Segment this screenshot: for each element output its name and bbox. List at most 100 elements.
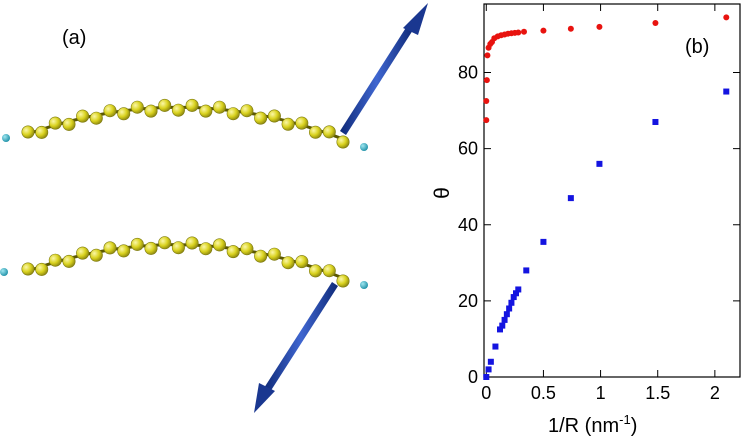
bead bbox=[199, 104, 213, 118]
data-point-circle bbox=[567, 25, 574, 32]
bead bbox=[322, 264, 336, 278]
data-point-square bbox=[523, 267, 530, 274]
bead bbox=[295, 255, 309, 269]
x-tick-label: 1 bbox=[596, 383, 606, 403]
panel-b: (b) 0 0.5 1 1.5 2 0 20 40 60 80 θ 1/R (nm-1) bbox=[431, 3, 741, 437]
bead bbox=[144, 241, 158, 255]
bead bbox=[21, 125, 35, 139]
bead bbox=[158, 236, 172, 250]
lower-arrow-head bbox=[254, 383, 275, 413]
y-axis-label: θ bbox=[431, 187, 454, 199]
data-point-square bbox=[508, 299, 515, 306]
bead bbox=[281, 256, 295, 270]
series-2 bbox=[483, 88, 730, 380]
bead bbox=[117, 107, 131, 121]
data-point-square bbox=[596, 160, 603, 167]
y-tick-label: 20 bbox=[458, 291, 478, 311]
x-tick-label: 1.5 bbox=[645, 383, 670, 403]
lower-left-end-atom bbox=[0, 268, 8, 276]
bead bbox=[185, 236, 199, 250]
x-axis-label-tail: ) bbox=[631, 415, 638, 437]
bead bbox=[281, 117, 295, 131]
bead bbox=[226, 245, 240, 259]
bead bbox=[185, 98, 199, 112]
lower-chain bbox=[0, 236, 368, 413]
bead bbox=[62, 254, 76, 268]
bead bbox=[158, 98, 172, 112]
data-point-square bbox=[503, 311, 510, 318]
data-point-square bbox=[540, 238, 547, 245]
bead bbox=[213, 100, 227, 114]
data-point-circle bbox=[652, 20, 659, 27]
upper-chain bbox=[2, 3, 428, 151]
bead bbox=[117, 244, 131, 258]
bead bbox=[48, 253, 62, 267]
data-point-circle bbox=[540, 27, 547, 34]
bead bbox=[295, 116, 309, 130]
data-point-square bbox=[485, 366, 492, 373]
x-ticks: 0 0.5 1 1.5 2 bbox=[481, 4, 720, 403]
bead bbox=[62, 117, 76, 131]
x-axis-label-base: 1/R (nm bbox=[548, 415, 619, 437]
x-axis-label-exponent: -1 bbox=[619, 412, 631, 427]
upper-chain-beads bbox=[21, 98, 350, 149]
plot-frame bbox=[483, 3, 741, 378]
bead bbox=[254, 249, 268, 263]
bead bbox=[171, 103, 185, 117]
bead bbox=[21, 262, 35, 276]
bead bbox=[171, 241, 185, 255]
bead bbox=[308, 125, 322, 139]
upper-arrow-shaft bbox=[340, 26, 413, 135]
bead bbox=[240, 242, 254, 256]
data-point-square bbox=[499, 322, 506, 329]
x-axis-label: 1/R (nm-1) bbox=[548, 412, 637, 437]
data-point-circle bbox=[483, 98, 490, 105]
y-ticks: 0 20 40 60 80 bbox=[458, 63, 740, 387]
bead bbox=[35, 262, 49, 276]
lower-chain-beads bbox=[21, 236, 350, 288]
bead bbox=[267, 109, 281, 123]
bead bbox=[336, 135, 350, 149]
series-layer bbox=[483, 14, 730, 380]
bead bbox=[199, 242, 213, 256]
bead bbox=[103, 104, 117, 118]
data-point-circle bbox=[596, 23, 603, 30]
data-point-square bbox=[492, 343, 499, 350]
data-point-square bbox=[513, 290, 519, 297]
bead bbox=[336, 274, 350, 288]
data-point-square bbox=[510, 294, 517, 301]
bead bbox=[130, 100, 144, 114]
upper-left-end-atom bbox=[2, 134, 10, 142]
bead bbox=[89, 248, 103, 262]
series-1 bbox=[483, 14, 730, 124]
data-point-square bbox=[501, 316, 508, 323]
data-point-square bbox=[567, 195, 574, 202]
lower-arrow bbox=[254, 282, 338, 413]
upper-right-end-atom bbox=[360, 143, 368, 151]
panel-b-label: (b) bbox=[685, 36, 709, 58]
data-point-circle bbox=[484, 52, 491, 59]
panel-a-label: (a) bbox=[62, 27, 86, 49]
bead bbox=[308, 264, 322, 278]
lower-arrow-shaft bbox=[264, 282, 338, 392]
data-point-circle bbox=[515, 29, 522, 36]
x-tick-label: 0.5 bbox=[531, 383, 556, 403]
bead bbox=[48, 116, 62, 130]
x-tick-label: 0 bbox=[481, 383, 491, 403]
bead bbox=[76, 109, 90, 123]
data-point-circle bbox=[483, 117, 490, 124]
bead bbox=[267, 247, 281, 261]
data-point-square bbox=[487, 358, 494, 365]
panel-a: (a) bbox=[0, 3, 428, 413]
bead bbox=[226, 107, 240, 121]
y-tick-label: 40 bbox=[458, 215, 478, 235]
upper-arrow-head bbox=[403, 3, 428, 35]
y-tick-label: 80 bbox=[458, 63, 478, 83]
bead bbox=[254, 111, 268, 125]
data-point-square bbox=[483, 374, 490, 380]
upper-arrow bbox=[340, 3, 428, 135]
bead bbox=[103, 241, 117, 255]
data-point-square bbox=[497, 326, 503, 333]
bead bbox=[35, 125, 49, 139]
